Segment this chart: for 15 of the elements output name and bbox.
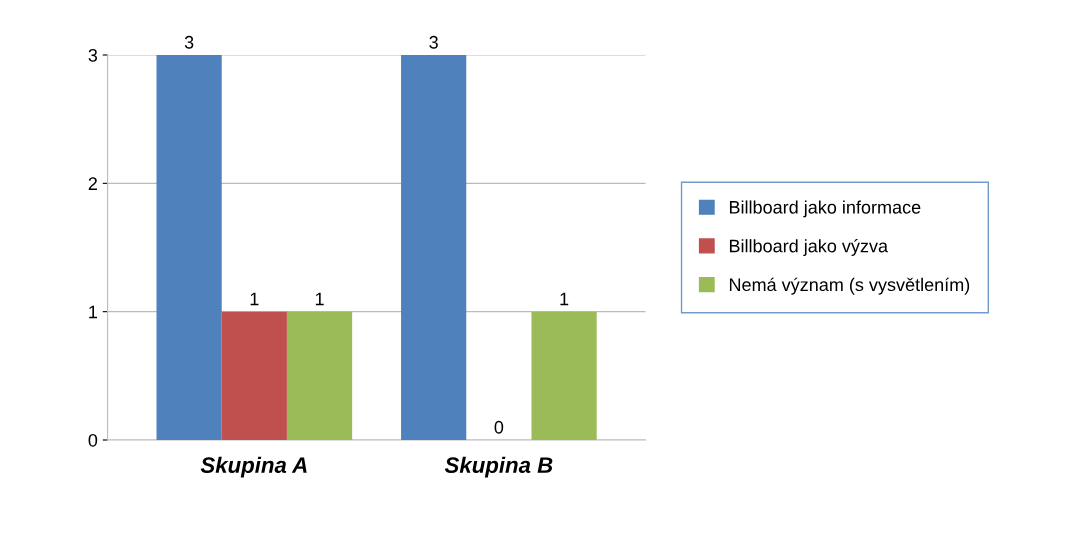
legend-label: Billboard jako informace [729,200,921,218]
data-label: 3 [184,35,194,49]
data-label: 1 [560,292,569,306]
x-tick-label: Skupina B [444,456,553,478]
legend-label: Billboard jako výzva [729,238,889,256]
data-label: 0 [494,420,504,434]
y-tick-label: 2 [88,177,97,190]
y-tick-label: 3 [88,48,98,62]
y-tick-label: 0 [88,433,98,447]
data-label: 1 [250,292,259,306]
y-tick-label: 1 [89,305,97,319]
data-label: 3 [429,35,438,49]
x-tick-label: Skupina A [200,456,307,478]
legend-label: Nemá význam (s vysvětlením) [729,277,970,295]
data-label: 1 [315,292,324,306]
